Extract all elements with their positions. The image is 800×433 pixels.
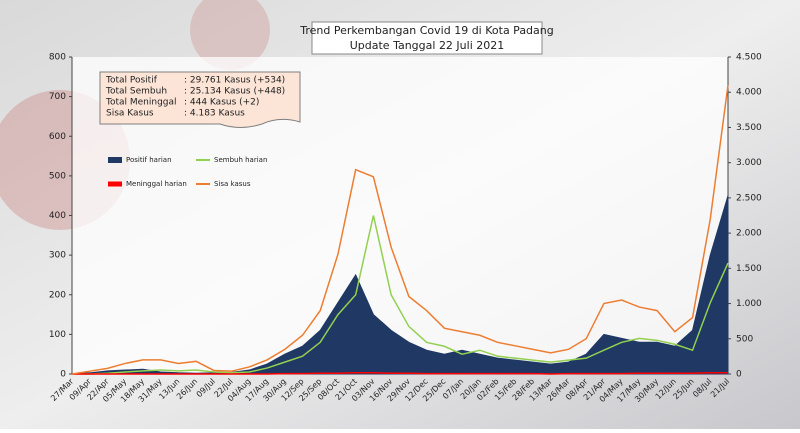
legend-swatch [108,157,122,163]
legend-label: Positif harian [126,156,172,164]
legend-label: Meninggal harian [126,180,187,188]
summary-label: Total Positif [105,76,158,86]
summary-value: : 29.761 Kasus (+534) [184,76,285,86]
y-tick-label: 700 [49,92,66,102]
legend-label: Sembuh harian [214,156,267,164]
y-tick-label: 600 [49,132,66,142]
summary-label: Total Meninggal [105,98,177,108]
summary-label: Total Sembuh [105,87,167,97]
y-tick-label: 100 [49,330,66,340]
y-tick-label: 200 [49,290,66,300]
y-tick-label: 0 [60,370,66,380]
y-tick-label: 500 [49,171,66,181]
y-tick-label: 400 [49,211,66,221]
line [72,372,728,375]
chart-title: Trend Perkembangan Covid 19 di Kota Pada… [299,24,553,37]
y2-tick-label: 4.000 [736,88,762,98]
y-tick-label: 300 [49,251,66,261]
chart-subtitle: Update Tanggal 22 Juli 2021 [350,39,505,52]
line [72,215,729,375]
summary-label: Sisa Kasus [106,109,154,119]
y2-tick-label: 1.000 [736,299,762,309]
line [71,85,729,375]
summary-value: : 25.134 Kasus (+448) [184,87,285,97]
y2-tick-label: 1.500 [736,264,762,274]
y2-tick-label: 500 [736,334,753,344]
area [71,195,729,375]
summary-box [99,71,301,128]
summary-value: : 444 Kasus (+2) [184,98,259,108]
y2-tick-label: 3.500 [736,123,762,133]
decor [190,0,270,70]
y2-tick-label: 4.500 [736,53,762,63]
title-box [311,21,543,55]
y2-tick-label: 2.000 [736,229,762,239]
summary-value: : 4.183 Kasus [184,109,245,119]
y-tick-label: 800 [49,53,66,63]
y2-tick-label: 3.000 [736,158,762,168]
legend-label: Sisa kasus [214,180,251,188]
y2-tick-label: 0 [736,370,742,380]
y2-tick-label: 2.500 [736,193,762,203]
